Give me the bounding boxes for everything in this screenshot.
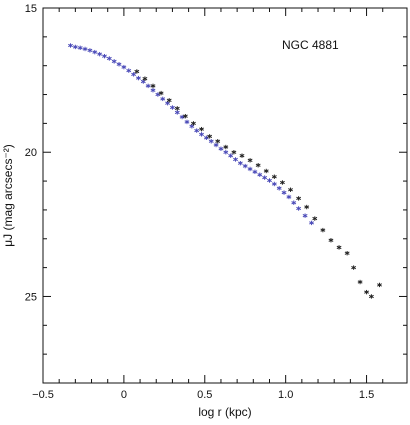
data-point <box>142 76 148 81</box>
data-point <box>263 168 269 174</box>
data-point <box>166 98 172 103</box>
data-point <box>126 68 132 73</box>
data-point <box>169 105 175 110</box>
data-point <box>288 187 293 192</box>
axis-tick-labels: −0.5 0 0.5 1.0 1.5 15 20 25 <box>25 3 374 401</box>
galaxy-label: NGC 4881 <box>282 38 339 52</box>
data-point <box>184 119 190 125</box>
data-point <box>215 139 221 144</box>
data-point <box>223 150 229 155</box>
data-point <box>111 59 117 64</box>
data-point <box>160 96 166 102</box>
data-point <box>174 110 180 115</box>
data-point <box>291 200 297 205</box>
data-point <box>271 174 277 179</box>
data-point <box>237 160 243 166</box>
data-point <box>191 121 196 126</box>
data-point <box>208 139 214 144</box>
x-tick-label: 1.5 <box>359 389 374 401</box>
data-point <box>247 166 253 172</box>
data-point <box>102 53 107 59</box>
data-point <box>68 43 73 48</box>
data-point <box>328 238 334 243</box>
data-point <box>228 153 234 158</box>
x-tick-label: 0.5 <box>197 389 212 401</box>
data-point <box>267 178 272 183</box>
data-point <box>134 69 140 74</box>
data-point <box>286 194 292 200</box>
data-point <box>279 180 285 185</box>
data-point <box>106 56 112 61</box>
data-point <box>179 114 185 120</box>
data-point <box>174 106 180 111</box>
data-point <box>116 62 122 67</box>
data-point <box>377 282 382 288</box>
data-point <box>158 90 164 96</box>
data-point <box>255 163 261 168</box>
x-tick-label: −0.5 <box>32 389 54 401</box>
data-point <box>194 128 200 133</box>
data-point <box>257 172 263 177</box>
data-point <box>368 294 374 299</box>
data-point <box>199 132 204 137</box>
data-point <box>276 186 282 191</box>
data-point <box>223 144 229 150</box>
data-point <box>271 181 277 187</box>
data-point <box>87 48 93 53</box>
data-point <box>302 213 308 218</box>
x-axis-label: log r (kpc) <box>198 405 251 419</box>
y-axis-label: μJ (mag arcsecs⁻²) <box>1 144 15 247</box>
data-point <box>296 196 302 201</box>
data-point <box>233 157 238 162</box>
data-point <box>239 153 245 158</box>
data-point <box>145 83 151 89</box>
y-tick-label: 25 <box>25 291 37 303</box>
data-point <box>357 279 363 285</box>
data-point <box>247 158 253 163</box>
data-point <box>336 245 342 250</box>
data-point <box>136 75 141 81</box>
data-point <box>150 83 156 89</box>
data-point <box>252 169 258 175</box>
data-point <box>182 113 188 119</box>
data-point <box>72 44 78 50</box>
data-point <box>320 227 326 233</box>
data-point <box>121 64 127 70</box>
data-point <box>150 88 156 93</box>
data-point <box>207 134 213 139</box>
data-point <box>351 265 357 270</box>
data-point <box>82 46 88 52</box>
x-tick-label: 0 <box>121 389 127 401</box>
data-point <box>364 289 369 295</box>
data-point <box>262 175 268 180</box>
data-point <box>92 49 98 55</box>
data-point <box>312 216 318 221</box>
x-tick-label: 1.0 <box>278 389 293 401</box>
data-point <box>199 126 204 132</box>
data-point <box>213 142 219 148</box>
y-tick-label: 20 <box>25 147 37 159</box>
data-point <box>218 146 224 151</box>
data-point <box>296 206 302 211</box>
data-point <box>231 150 237 155</box>
plot-frame <box>42 7 408 384</box>
data-point <box>309 220 314 226</box>
data-point <box>304 204 310 210</box>
data-point <box>242 163 248 169</box>
data-point <box>344 250 350 256</box>
y-tick-label: 15 <box>25 3 37 15</box>
data-point <box>97 51 103 57</box>
data-point <box>131 72 137 77</box>
data-point <box>77 45 83 51</box>
data-point <box>281 190 287 195</box>
data-points <box>68 43 382 299</box>
axis-ticks <box>42 7 407 384</box>
